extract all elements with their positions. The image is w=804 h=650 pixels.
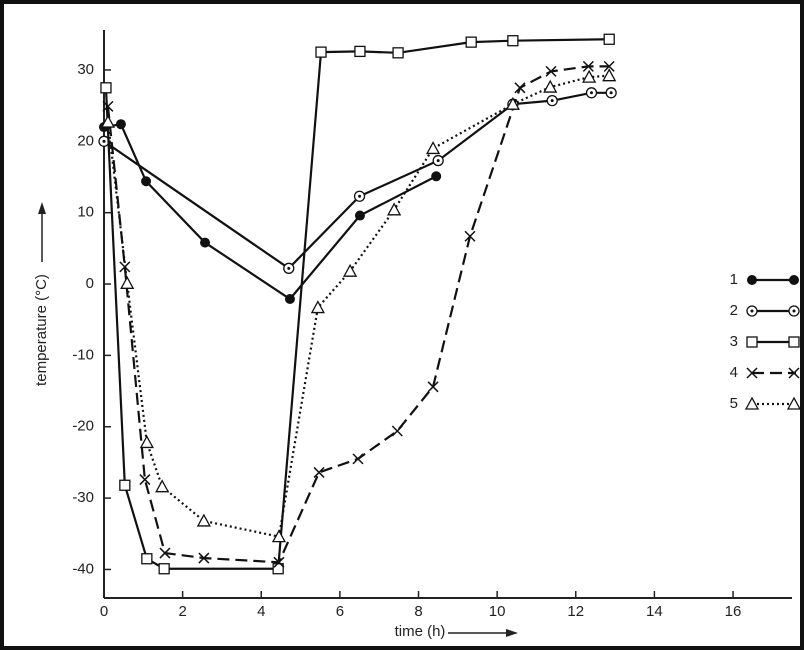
x-arrowhead xyxy=(506,629,518,637)
marker xyxy=(603,60,615,72)
x-tick-label: 0 xyxy=(100,603,108,620)
x-tick-label: 2 xyxy=(178,603,186,620)
marker xyxy=(141,553,153,565)
x-tick-label: 6 xyxy=(336,603,344,620)
series-line xyxy=(106,65,610,564)
marker xyxy=(313,466,325,478)
x-tick-label: 16 xyxy=(725,603,742,620)
marker xyxy=(354,45,366,58)
legend-label: 3 xyxy=(730,333,738,350)
marker xyxy=(391,425,403,437)
series-line xyxy=(103,122,437,301)
marker xyxy=(514,82,526,94)
marker-dot xyxy=(102,139,106,143)
marker xyxy=(464,230,476,242)
y-arrowhead xyxy=(38,202,46,214)
marker-dot xyxy=(550,99,554,103)
marker-dot xyxy=(358,194,362,198)
marker xyxy=(392,47,404,59)
marker xyxy=(196,513,211,527)
y-tick-label: -20 xyxy=(72,418,94,435)
x-tick-label: 14 xyxy=(646,603,663,620)
y-tick-label: -30 xyxy=(72,489,94,506)
marker xyxy=(352,453,364,465)
marker-dot xyxy=(750,309,754,313)
y-tick-label: 20 xyxy=(77,132,94,149)
marker xyxy=(582,60,594,72)
x-tick-label: 4 xyxy=(257,603,265,620)
marker xyxy=(155,479,170,493)
series-line xyxy=(103,91,612,270)
x-tick-label: 12 xyxy=(567,603,584,620)
marker xyxy=(507,35,519,47)
marker xyxy=(427,381,439,393)
marker xyxy=(582,69,597,83)
marker xyxy=(425,141,441,155)
marker xyxy=(505,96,520,110)
marker xyxy=(343,263,358,277)
x-tick-label: 8 xyxy=(414,603,422,620)
marker xyxy=(139,474,151,486)
marker xyxy=(310,300,325,314)
marker xyxy=(139,435,154,449)
y-tick-label: 10 xyxy=(77,204,94,221)
marker-dot xyxy=(792,309,796,313)
marker xyxy=(200,237,211,248)
marker xyxy=(786,396,802,410)
legend-label: 5 xyxy=(730,395,738,412)
marker xyxy=(746,336,758,348)
marker xyxy=(100,114,116,128)
y-tick-label: 30 xyxy=(77,61,94,78)
marker-dot xyxy=(436,159,440,163)
x-tick-label: 10 xyxy=(489,603,506,620)
marker xyxy=(747,275,757,285)
legend-label: 1 xyxy=(730,271,738,288)
marker xyxy=(387,202,402,216)
marker xyxy=(100,82,112,94)
marker-dot xyxy=(609,91,613,95)
marker xyxy=(431,171,442,182)
marker xyxy=(120,275,135,289)
marker xyxy=(789,275,799,285)
marker xyxy=(141,176,152,187)
marker xyxy=(788,336,800,348)
marker xyxy=(603,33,615,45)
marker xyxy=(602,68,617,82)
marker xyxy=(354,210,365,221)
marker xyxy=(271,529,287,543)
marker xyxy=(284,294,295,305)
marker xyxy=(158,563,170,575)
x-axis-label: time (h) xyxy=(395,623,446,640)
marker-dot xyxy=(589,91,593,95)
marker xyxy=(198,552,210,564)
marker xyxy=(746,367,758,379)
marker xyxy=(115,119,126,130)
marker xyxy=(465,36,477,48)
y-axis-label: temperature (°C) xyxy=(33,274,50,386)
marker xyxy=(102,100,114,112)
legend-label: 4 xyxy=(730,364,738,381)
marker-dot xyxy=(287,266,291,270)
series-line xyxy=(104,38,610,570)
marker xyxy=(159,547,171,559)
marker xyxy=(545,65,557,77)
marker xyxy=(744,396,760,410)
y-tick-label: -40 xyxy=(72,560,94,577)
marker xyxy=(315,46,327,58)
y-tick-label: -10 xyxy=(72,346,94,363)
legend-label: 2 xyxy=(730,302,738,319)
series-line xyxy=(106,74,610,538)
y-tick-label: 0 xyxy=(86,275,94,292)
marker xyxy=(273,556,285,568)
marker xyxy=(119,479,131,491)
marker xyxy=(543,79,558,93)
marker xyxy=(788,367,800,379)
